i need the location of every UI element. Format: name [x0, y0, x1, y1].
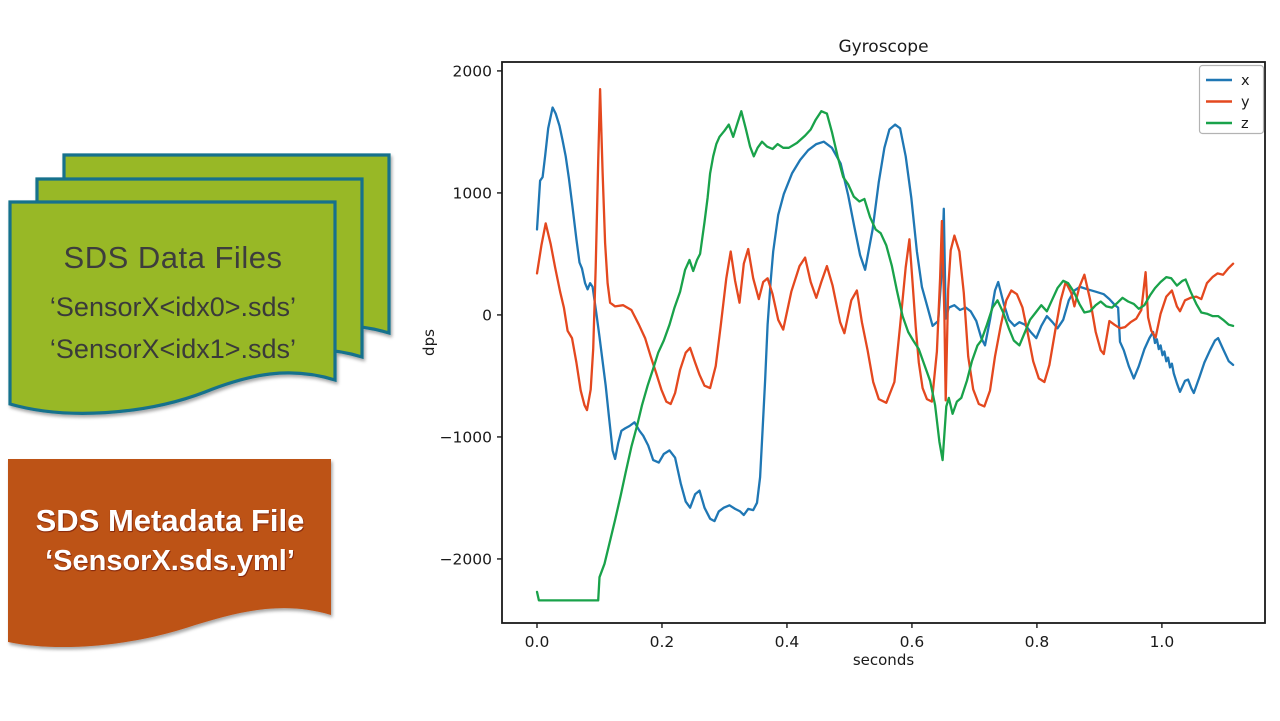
series-line-y	[535, 88, 1235, 412]
x-axis-tick-label: 0.0	[525, 633, 550, 651]
y-axis-label: dps	[420, 329, 438, 356]
y-axis-tick-label: 0	[482, 306, 492, 324]
series-line-x	[535, 106, 1235, 523]
legend-label-z: z	[1241, 116, 1249, 132]
plot-area-border	[501, 61, 1266, 624]
sds-metadata-card	[8, 459, 331, 648]
y-axis-tick-label: 2000	[453, 62, 492, 80]
x-axis-tick-label: 0.4	[775, 633, 800, 651]
x-axis-label: seconds	[853, 651, 914, 669]
series-line-z	[535, 110, 1235, 602]
legend-box	[1198, 64, 1265, 135]
y-axis-tick-label: −2000	[440, 550, 492, 568]
legend-label-x: x	[1241, 73, 1250, 89]
y-axis-tick-label: −1000	[440, 428, 492, 446]
x-axis-tick-label: 0.8	[1025, 633, 1050, 651]
gyroscope-chart: 0.0 0.2 0.4 0.6 0.8 1.0 2000 1000 0 −1000 −2000 Gyr…	[420, 37, 1266, 669]
legend-label-y: y	[1241, 95, 1250, 111]
chart-title: Gyroscope	[838, 37, 928, 57]
left-panel-graphics	[8, 153, 391, 648]
x-axis-tick-label: 0.2	[650, 633, 675, 651]
sds-data-card-front	[8, 200, 337, 415]
x-axis-tick-label: 0.6	[900, 633, 925, 651]
x-axis-tick-label: 1.0	[1150, 633, 1175, 651]
y-axis-tick-label: 1000	[453, 184, 492, 202]
